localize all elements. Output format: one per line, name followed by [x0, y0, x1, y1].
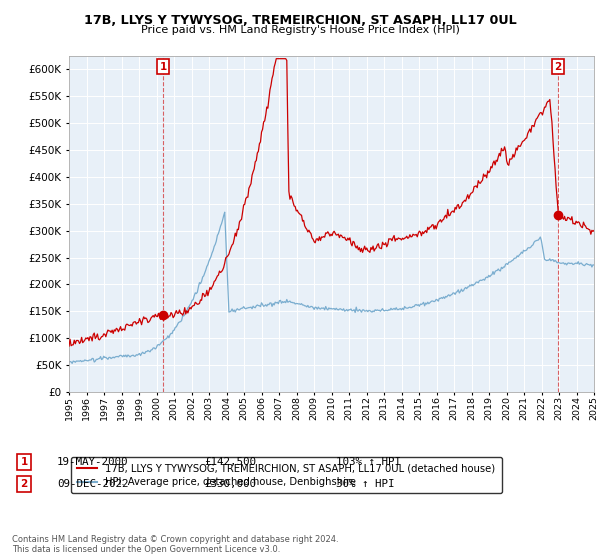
Text: £330,000: £330,000	[204, 479, 256, 489]
Text: 19-MAY-2000: 19-MAY-2000	[57, 457, 128, 467]
Legend: 17B, LLYS Y TYWYSOG, TREMEIRCHION, ST ASAPH, LL17 0UL (detached house), HPI: Ave: 17B, LLYS Y TYWYSOG, TREMEIRCHION, ST AS…	[71, 458, 502, 493]
Text: 1: 1	[160, 62, 167, 72]
Text: 103% ↑ HPI: 103% ↑ HPI	[336, 457, 401, 467]
Text: 2: 2	[554, 62, 562, 72]
Text: Price paid vs. HM Land Registry's House Price Index (HPI): Price paid vs. HM Land Registry's House …	[140, 25, 460, 35]
Text: 2: 2	[20, 479, 28, 489]
Text: 09-DEC-2022: 09-DEC-2022	[57, 479, 128, 489]
Text: £142,500: £142,500	[204, 457, 256, 467]
Text: Contains HM Land Registry data © Crown copyright and database right 2024.
This d: Contains HM Land Registry data © Crown c…	[12, 535, 338, 554]
Text: 30% ↑ HPI: 30% ↑ HPI	[336, 479, 395, 489]
Text: 17B, LLYS Y TYWYSOG, TREMEIRCHION, ST ASAPH, LL17 0UL: 17B, LLYS Y TYWYSOG, TREMEIRCHION, ST AS…	[83, 14, 517, 27]
Text: 1: 1	[20, 457, 28, 467]
